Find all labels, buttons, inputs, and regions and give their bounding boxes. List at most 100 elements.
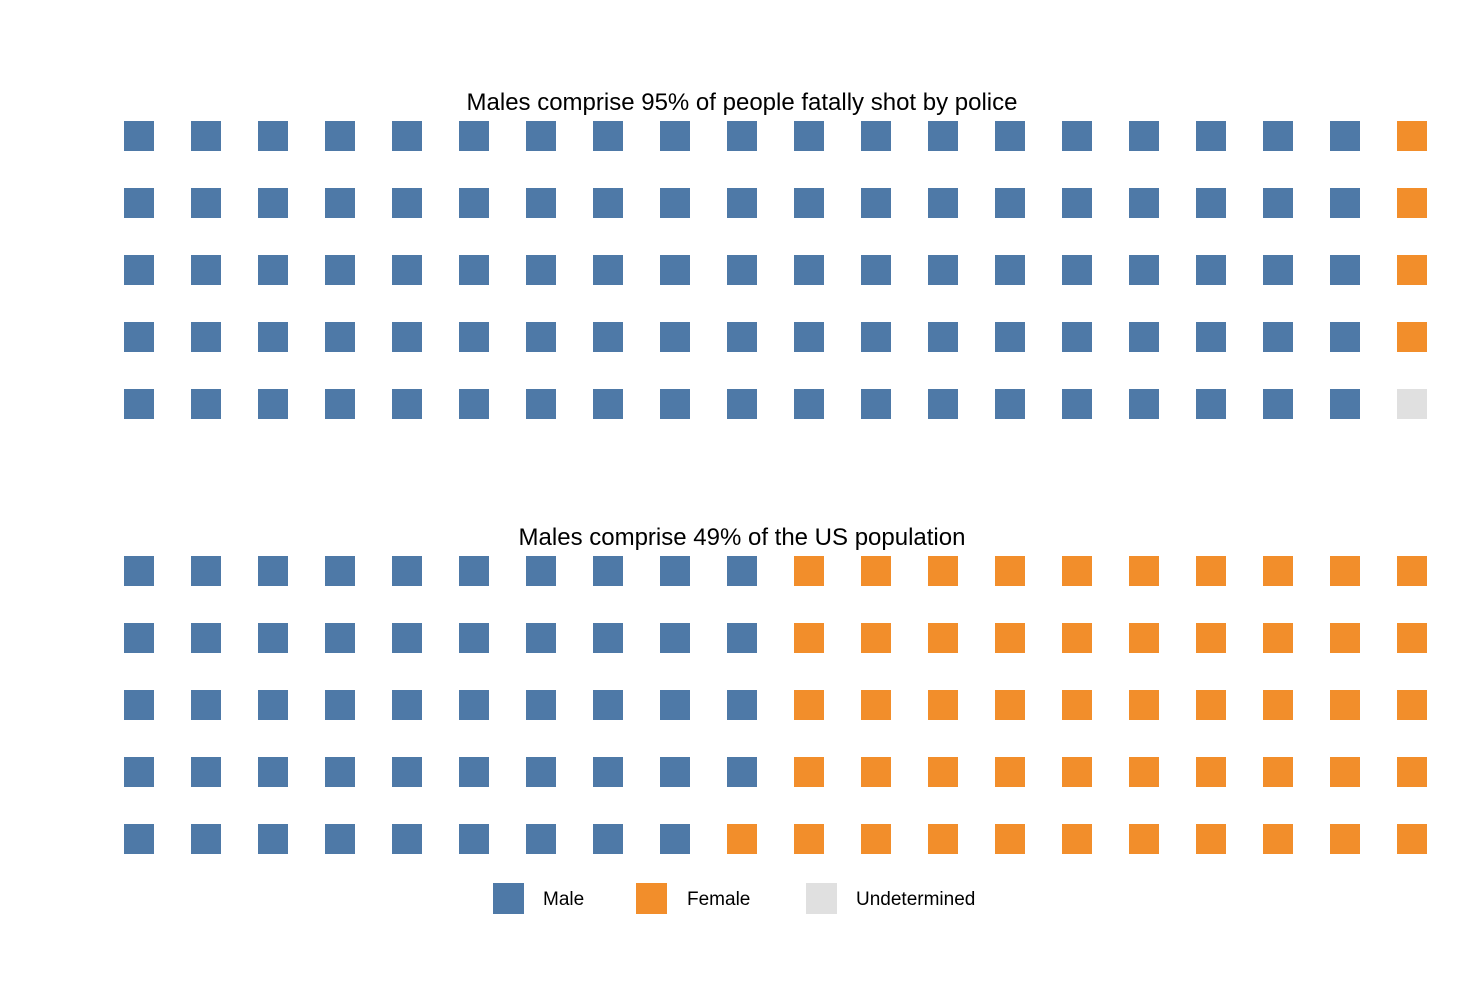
waffle-cell-male [794,121,824,151]
waffle-cell-male [660,389,690,419]
waffle-cell-male [459,255,489,285]
waffle-cell-male [1330,322,1360,352]
waffle-cell-male [794,188,824,218]
waffle-cell-male [124,188,154,218]
waffle-cell-female [1397,757,1427,787]
waffle-cell-female [928,690,958,720]
waffle-cell-male [258,121,288,151]
waffle-cell-male [1330,255,1360,285]
waffle-cell-female [1129,690,1159,720]
waffle-cell-male [1062,322,1092,352]
waffle-cell-male [1263,188,1293,218]
waffle-cell-female [1062,757,1092,787]
waffle-cell-male [1062,255,1092,285]
waffle-cell-male [392,556,422,586]
waffle-cell-female [1196,757,1226,787]
waffle-cell-male [258,757,288,787]
waffle-cell-male [660,824,690,854]
waffle-cell-male [794,322,824,352]
waffle-cell-male [1330,121,1360,151]
waffle-cell-male [727,389,757,419]
waffle-cell-male [258,322,288,352]
waffle-cell-male [325,121,355,151]
waffle-cell-male [459,389,489,419]
waffle-cell-male [124,389,154,419]
waffle-cell-male [727,322,757,352]
waffle-cell-male [191,690,221,720]
waffle-cell-female [727,824,757,854]
waffle-cell-female [794,757,824,787]
waffle-cell-male [1196,188,1226,218]
waffle-cell-male [526,690,556,720]
waffle-cell-male [593,255,623,285]
waffle-cell-male [459,623,489,653]
waffle-cell-female [1129,824,1159,854]
waffle-cell-male [727,121,757,151]
waffle-cell-male [459,556,489,586]
waffle-cell-male [928,322,958,352]
waffle-cell-male [593,824,623,854]
waffle-cell-male [526,188,556,218]
waffle-cell-male [593,188,623,218]
waffle-cell-female [1397,322,1427,352]
waffle-cell-female [995,824,1025,854]
waffle-cell-male [1196,322,1226,352]
waffle-cell-male [995,389,1025,419]
waffle-cell-male [258,623,288,653]
legend-swatch-undetermined [806,883,837,914]
waffle-cell-male [1263,255,1293,285]
waffle-cell-male [995,255,1025,285]
waffle-cell-female [794,556,824,586]
waffle-cell-female [861,690,891,720]
waffle-cell-male [392,824,422,854]
waffle-cell-male [593,556,623,586]
waffle-cell-female [928,824,958,854]
waffle-cell-male [660,121,690,151]
waffle-cell-male [995,188,1025,218]
waffle-cell-male [1129,389,1159,419]
waffle-cell-male [593,389,623,419]
legend-label-undetermined: Undetermined [856,889,975,910]
legend-swatch-female [636,883,667,914]
waffle-cell-female [1129,623,1159,653]
waffle-cell-male [928,255,958,285]
waffle-cell-female [1196,824,1226,854]
waffle-cell-male [459,824,489,854]
waffle-cell-male [593,322,623,352]
waffle-cell-male [258,255,288,285]
waffle-cell-female [1196,690,1226,720]
waffle-cell-male [191,322,221,352]
waffle-cell-male [794,255,824,285]
waffle-cell-female [1062,623,1092,653]
waffle-cell-female [1397,556,1427,586]
waffle-cell-female [1397,690,1427,720]
panel-population-cells [124,556,1427,854]
waffle-cell-female [1330,556,1360,586]
waffle-cell-male [526,623,556,653]
waffle-cell-male [191,255,221,285]
waffle-cell-male [392,757,422,787]
waffle-cell-male [124,757,154,787]
panel-police-shootings: Males comprise 95% of people fatally sho… [124,89,1427,419]
waffle-cell-male [593,121,623,151]
waffle-cell-male [727,188,757,218]
waffle-cell-female [861,824,891,854]
waffle-cell-male [660,322,690,352]
waffle-cell-male [995,121,1025,151]
waffle-cell-female [1062,824,1092,854]
waffle-cell-female [1330,690,1360,720]
waffle-cell-male [861,188,891,218]
waffle-cell-female [1397,188,1427,218]
waffle-cell-male [392,188,422,218]
waffle-cell-male [1263,322,1293,352]
waffle-cell-female [1062,556,1092,586]
waffle-cell-male [124,255,154,285]
waffle-cell-male [660,623,690,653]
waffle-cell-male [258,690,288,720]
waffle-cell-male [1196,121,1226,151]
waffle-cell-female [1263,556,1293,586]
waffle-cell-female [1397,824,1427,854]
waffle-cell-male [325,690,355,720]
waffle-cell-male [861,255,891,285]
waffle-cell-male [928,188,958,218]
